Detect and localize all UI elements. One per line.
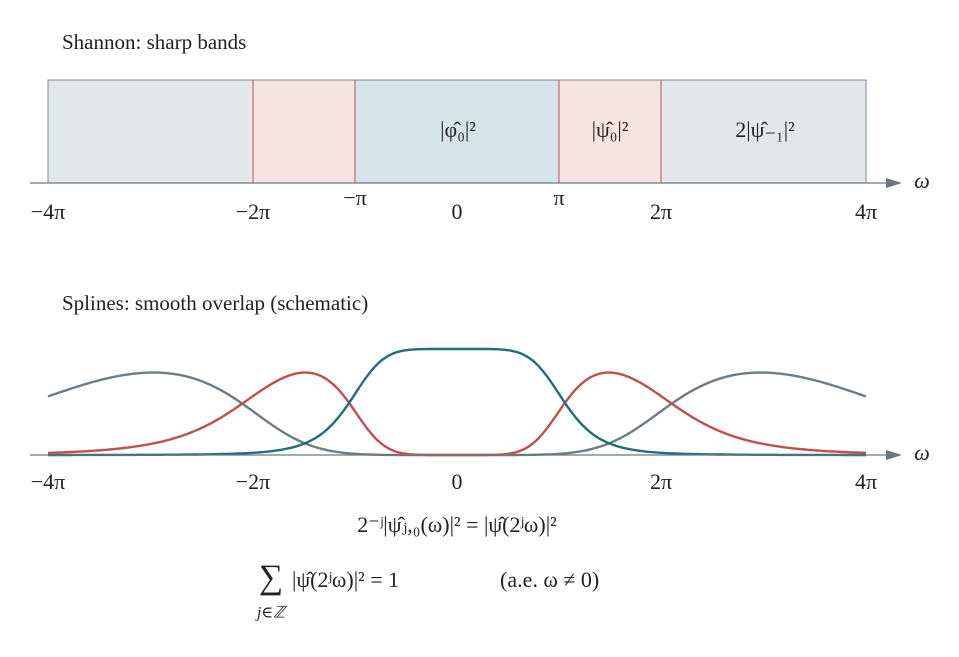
axis-label: ω — [914, 440, 930, 465]
band-label: |φ̂₀|² — [440, 117, 476, 142]
formula-index: j∈ℤ — [255, 605, 287, 622]
tick-label: −2π — [236, 199, 271, 224]
curve — [47, 371, 867, 457]
formula-sum: ∑ — [259, 559, 283, 596]
formula-note: (a.e. ω ≠ 0) — [500, 567, 599, 592]
axis-arrow — [886, 450, 902, 460]
tick-label: 0 — [452, 199, 463, 224]
panel-title: Shannon: sharp bands — [62, 30, 246, 54]
band-label: |ψ̂₀|² — [592, 117, 629, 142]
axis-arrow — [886, 178, 902, 188]
formula: 2⁻ʲ|ψ̂ⱼ,₀(ω)|² = |ψ̂(2ʲω)|² — [357, 512, 557, 537]
curves — [47, 347, 867, 457]
tick-label: π — [553, 185, 564, 210]
tick-label: −4π — [31, 469, 66, 494]
tick-label: 0 — [452, 469, 463, 494]
band — [354, 79, 560, 184]
tick-label: −2π — [236, 469, 271, 494]
tick-label: 4π — [855, 199, 877, 224]
tick-label: 2π — [650, 469, 672, 494]
axis-label: ω — [914, 168, 930, 193]
band-label: 2|ψ̂₋₁|² — [735, 117, 795, 142]
bands — [47, 79, 867, 184]
band — [252, 79, 356, 184]
band — [47, 79, 254, 184]
tick-label: 2π — [650, 199, 672, 224]
band — [660, 79, 867, 184]
tick-label: −4π — [31, 199, 66, 224]
tick-label: −π — [343, 185, 367, 210]
band — [558, 79, 662, 184]
tick-label: 4π — [855, 469, 877, 494]
curve — [47, 371, 867, 457]
panel-title: Splines: smooth overlap (schematic) — [62, 291, 368, 315]
formula: |ψ̂(2ʲω)|² = 1 — [292, 567, 399, 592]
